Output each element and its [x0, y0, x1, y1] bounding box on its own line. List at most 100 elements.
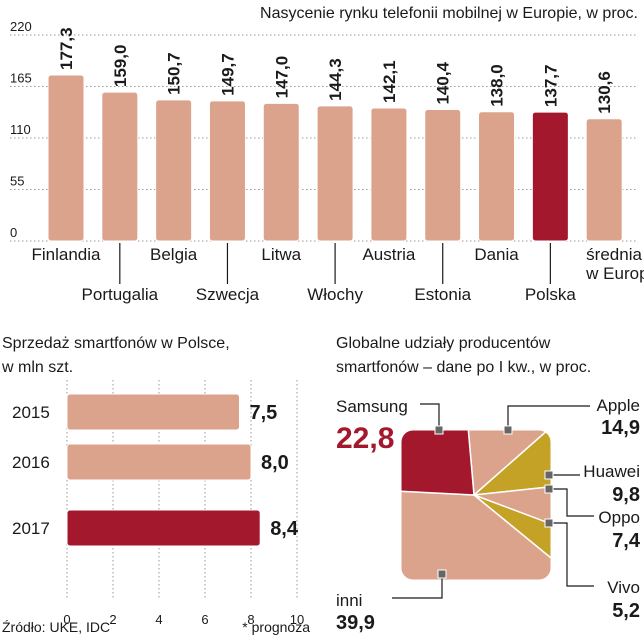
pie-label-apple: Apple	[597, 396, 640, 415]
pie-leader-samsung	[420, 403, 440, 430]
pie-leader-vivo	[549, 522, 594, 587]
sales-chart-title-line-2: w mln szt.	[1, 359, 73, 376]
saturation-category-label: Litwa	[261, 245, 301, 264]
saturation-bar-belgia	[155, 99, 193, 242]
saturation-category-label: Polska	[525, 285, 577, 304]
saturation-category-labels: Finlandia Portugalia Belgia Szwecja Litwa Wło…	[32, 243, 644, 304]
saturation-value-label: 138,0	[488, 64, 507, 107]
sales-chart-title-line-1: Sprzedaż smartfonów w Polsce,	[2, 335, 230, 352]
sales-year-label: 2017	[12, 519, 50, 538]
shares-labels: Samsung 22,8 Apple 14,9 Huawei 9,8 Oppo 7,4 Vivo…	[336, 396, 641, 634]
saturation-bar-szwecja	[208, 100, 246, 242]
sales-bars: 2015 7,5 2016 8,0 2017 8,4	[12, 393, 299, 547]
pie-value-inni: 39,9	[336, 612, 375, 634]
source-note: Źródło: UKE, IDC	[2, 619, 110, 635]
pie-leader-apple	[507, 405, 590, 430]
pie-marker-vivo	[544, 518, 554, 528]
saturation-bar-dania	[478, 111, 516, 242]
saturation-bar-litwa	[262, 102, 300, 242]
sales-year-label: 2016	[12, 453, 50, 472]
saturation-bar-finlandia	[47, 74, 85, 242]
pie-slice-vivo	[473, 494, 551, 580]
pie-value-oppo: 7,4	[612, 530, 641, 552]
saturation-bar-średnia-w-europie	[585, 118, 623, 242]
sales-value-label: 8,4	[270, 518, 299, 540]
saturation-value-label: 150,7	[165, 52, 184, 95]
saturation-value-label: 159,0	[111, 45, 130, 88]
sales-x-tick-label: 6	[201, 612, 208, 627]
pie-slice-huawei	[471, 430, 551, 496]
saturation-bar-portugalia	[101, 91, 139, 242]
saturation-category-label: Dania	[474, 245, 519, 264]
shares-chart-title-line-2: smartfonów – dane po I kw., w proc.	[336, 359, 591, 376]
pie-label-samsung: Samsung	[336, 397, 408, 416]
shares-chart-title-line-1: Globalne udziały producentów	[336, 335, 551, 352]
saturation-y-tick-label: 220	[10, 19, 32, 34]
pie-leader-inni	[392, 574, 443, 599]
saturation-value-label: 142,1	[380, 60, 399, 103]
pie-slice-inni	[401, 486, 551, 580]
sales-bar-2015	[66, 393, 240, 431]
saturation-chart-title: Nasycenie rynku telefonii mobilnej w Eur…	[260, 5, 638, 22]
saturation-bar-polska	[531, 111, 569, 242]
saturation-bar-austria	[370, 107, 408, 242]
sales-year-label: 2015	[12, 403, 50, 422]
saturation-category-label: średnia	[586, 245, 642, 264]
saturation-category-label: Finlandia	[32, 245, 102, 264]
forecast-note: * prognoza	[242, 619, 310, 635]
pie-slice-oppo	[473, 477, 551, 553]
saturation-category-label: Austria	[362, 245, 415, 264]
saturation-category-label: Estonia	[414, 285, 471, 304]
saturation-category-label: Szwecja	[196, 285, 260, 304]
pie-marker-apple	[503, 425, 513, 435]
saturation-y-tick-label: 0	[10, 225, 17, 240]
sales-chart: Sprzedaż smartfonów w Polsce, w mln szt.…	[1, 335, 304, 627]
pie-slice-apple	[459, 430, 551, 497]
pie-leader-oppo	[549, 488, 594, 517]
saturation-chart: Nasycenie rynku telefonii mobilnej w Eur…	[10, 5, 644, 304]
saturation-y-tick-label: 55	[10, 174, 24, 189]
sales-x-tick-label: 2	[109, 612, 116, 627]
pie-marker-samsung	[434, 425, 444, 435]
sales-bar-2017	[66, 509, 261, 547]
saturation-category-label: Portugalia	[82, 285, 159, 304]
saturation-value-label: 144,3	[326, 58, 345, 101]
pie-value-huawei: 9,8	[612, 484, 640, 506]
saturation-y-tick-label: 165	[10, 71, 32, 86]
shares-pie	[400, 429, 552, 581]
pie-value-vivo: 5,2	[612, 600, 640, 622]
sales-x-tick-label: 4	[155, 612, 162, 627]
sales-value-label: 7,5	[250, 402, 278, 424]
pie-label-oppo: Oppo	[598, 508, 640, 527]
shares-chart: Globalne udziały producentów smartfonów …	[336, 335, 641, 634]
saturation-value-label: 147,0	[272, 56, 291, 99]
pie-value-samsung: 22,8	[336, 422, 394, 455]
pie-marker-huawei	[544, 470, 554, 480]
sales-value-label: 8,0	[261, 452, 289, 474]
saturation-value-label: 137,7	[541, 65, 560, 108]
saturation-value-label: 140,4	[434, 61, 453, 104]
saturation-bar-estonia	[424, 109, 462, 242]
saturation-value-label: 177,3	[57, 27, 76, 70]
sales-x-tick-label: 0	[63, 612, 70, 627]
pie-frame	[400, 429, 552, 581]
pie-label-inni: inni	[336, 591, 362, 610]
saturation-category-label: w Europie	[585, 264, 644, 283]
sales-x-tick-label: 8	[247, 612, 254, 627]
pie-marker-inni	[437, 569, 447, 579]
saturation-bar-włochy	[316, 105, 354, 242]
pie-marker-oppo	[544, 484, 554, 494]
pie-value-apple: 14,9	[601, 417, 640, 439]
sales-x-tick-label: 10	[290, 612, 304, 627]
saturation-value-label: 130,6	[595, 71, 614, 114]
pie-label-vivo: Vivo	[607, 578, 640, 597]
saturation-y-tick-label: 110	[10, 122, 31, 137]
saturation-category-label: Włochy	[307, 285, 363, 304]
sales-bar-2016	[66, 443, 252, 481]
pie-label-huawei: Huawei	[583, 462, 640, 481]
saturation-category-label: Belgia	[150, 245, 198, 264]
saturation-value-label: 149,7	[218, 53, 237, 96]
pie-slice-samsung	[401, 430, 475, 496]
saturation-bars: 177,3 159,0 150,7 149,7 147,0 144,3 142,1 140,4…	[47, 27, 623, 242]
